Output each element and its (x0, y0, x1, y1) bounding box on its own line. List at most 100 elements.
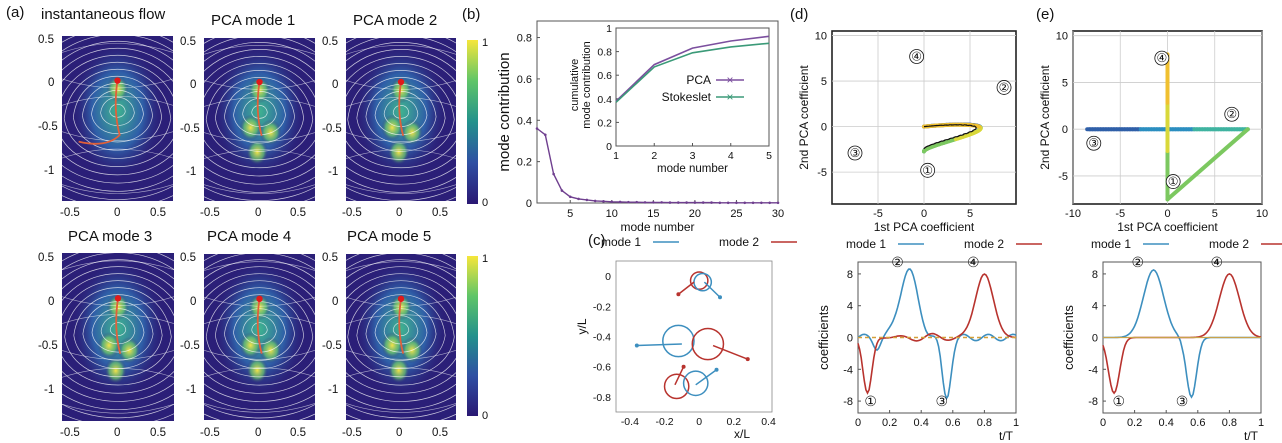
streamline (214, 77, 305, 152)
streamline (204, 97, 315, 107)
y-tick-label: -0.8 (593, 392, 611, 404)
streamline (346, 56, 456, 177)
y-tick: 0.5 (38, 34, 54, 46)
streamline (62, 36, 173, 201)
streamline (62, 36, 173, 200)
colorbar-min-label: 0 (482, 197, 489, 209)
x-axis-label: 1st PCA coefficient (874, 220, 975, 234)
streamline (204, 56, 315, 177)
streamline (204, 349, 315, 360)
streamline (204, 42, 315, 193)
y-tick-label: -5 (817, 167, 827, 179)
streamline (346, 314, 456, 325)
y-axis-label: coefficients (816, 305, 831, 370)
x-tick-label: 0.2 (882, 417, 897, 429)
streamline (392, 322, 410, 337)
phase-annotation: ③ (850, 146, 861, 160)
flow-hotspot (390, 293, 412, 321)
streamline (205, 287, 314, 378)
streamline (62, 368, 174, 378)
x-tick-label: 0.6 (1190, 417, 1205, 429)
x-tick: -0.5 (200, 207, 220, 219)
y-axis-label: 2nd PCA coefficient (1038, 65, 1052, 170)
streamline (346, 349, 456, 360)
streamline (392, 105, 410, 119)
filament (115, 298, 122, 355)
streamline (204, 38, 315, 201)
mode-circle (663, 373, 690, 400)
y-tick-label: 0 (606, 141, 612, 153)
legend-label: mode 1 (1091, 237, 1131, 251)
filament-head (397, 295, 405, 303)
streamline (204, 184, 315, 194)
legend-label: mode 1 (601, 235, 641, 249)
x-tick-label: 1 (1258, 417, 1264, 429)
colorbar-max-label: 1 (482, 253, 489, 265)
y-tick-label: 0 (1062, 124, 1068, 136)
streamline (204, 49, 315, 185)
streamline (356, 77, 446, 152)
data-point (602, 200, 605, 203)
phase-annotation: ④ (1156, 51, 1167, 65)
streamline (82, 301, 154, 361)
x-tick-label: 5 (1212, 208, 1218, 220)
flow-heatmap (204, 38, 315, 201)
streamline (62, 403, 174, 414)
arrow-head (718, 295, 722, 300)
x-tick-label: 5 (567, 208, 573, 220)
x-tick-label: 4 (728, 150, 734, 162)
x-tick-label: 10 (606, 208, 618, 220)
mode-arrow (677, 281, 695, 295)
trajectory-segment (1165, 127, 1250, 202)
x-tick-label: -5 (873, 208, 883, 220)
phase-marker (1165, 174, 1181, 189)
phase-annotation: ④ (1210, 254, 1223, 270)
x-tick-label: 2 (651, 150, 657, 162)
y-tick-label: 0.2 (517, 157, 532, 169)
streamline (204, 254, 315, 420)
chart-c-coeffs: 840-4-80 0.2 0.4 0.6 0.8 1t/Tcoefficientsmode… (816, 237, 1042, 443)
phase-annotation: ② (999, 80, 1010, 94)
data-point (701, 201, 705, 204)
filament-head (114, 77, 121, 84)
streamline (383, 315, 419, 345)
data-point (593, 199, 597, 203)
y-axis-label: mode contribution (496, 52, 513, 171)
x-tick: 0 (396, 427, 403, 439)
data-point (610, 200, 614, 204)
streamline (100, 97, 135, 126)
mode-arrow (703, 281, 721, 298)
streamline (346, 266, 456, 402)
phase-annotation: ① (922, 163, 933, 177)
data-point (668, 201, 672, 204)
streamline (346, 367, 456, 378)
phase-annotation: ③ (1176, 393, 1189, 409)
y-tick: -0.5 (180, 340, 200, 352)
streamline (109, 322, 127, 336)
field-title: instantaneous flow (41, 6, 166, 23)
x-tick: 0 (396, 207, 403, 219)
data-point (760, 201, 763, 205)
streamline (204, 63, 315, 169)
streamline (346, 38, 456, 201)
colorbar-min-label: 0 (482, 410, 489, 422)
x-axis-label: 1st PCA coefficient (1117, 220, 1218, 234)
data-point (535, 127, 539, 130)
streamline (204, 266, 315, 402)
x-tick-label: 0.4 (914, 417, 929, 429)
y-tick-label: 0.2 (597, 117, 612, 129)
streamline (346, 149, 456, 159)
flow-heatmap (62, 253, 174, 421)
streamline (82, 83, 153, 143)
x-tick: 0.5 (432, 427, 448, 439)
flow-hotspot (104, 357, 127, 385)
streamline (204, 273, 315, 394)
x-tick: 0.5 (150, 207, 166, 219)
streamline (62, 40, 173, 192)
colorbar-max-label: 1 (482, 37, 489, 49)
series-mode-2 (1102, 273, 1262, 395)
data-point (585, 198, 589, 202)
x-tick-label: -10 (1065, 208, 1081, 220)
x-tick-label: 20 (689, 208, 701, 220)
